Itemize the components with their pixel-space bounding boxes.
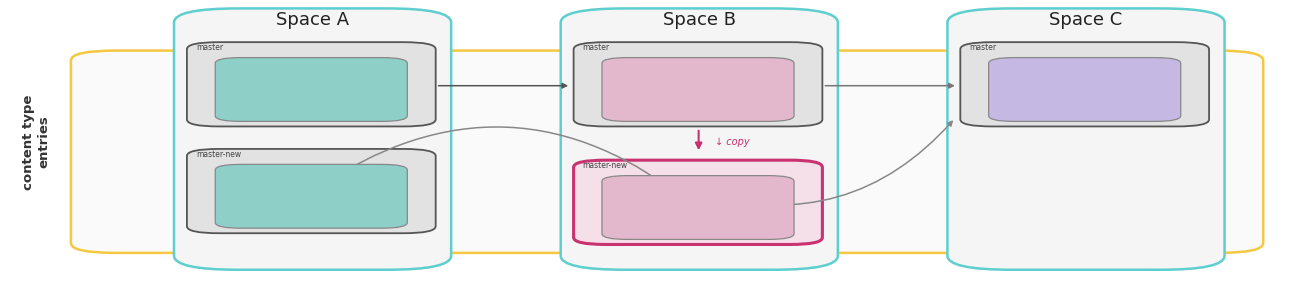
FancyBboxPatch shape (187, 149, 436, 233)
Text: ↓ copy: ↓ copy (715, 137, 750, 147)
Text: Restaurant: Restaurant (278, 190, 344, 203)
Text: master-new: master-new (583, 161, 628, 170)
FancyBboxPatch shape (71, 51, 1263, 253)
Text: Space C: Space C (1049, 11, 1123, 29)
FancyBboxPatch shape (574, 160, 822, 244)
Text: master: master (583, 43, 610, 52)
FancyBboxPatch shape (960, 42, 1209, 126)
Text: Space B: Space B (663, 11, 736, 29)
Text: master: master (969, 43, 996, 52)
Text: master: master (196, 43, 223, 52)
FancyBboxPatch shape (574, 42, 822, 126)
Text: content type
entries: content type entries (22, 94, 50, 190)
Text: Space A: Space A (276, 11, 349, 29)
FancyBboxPatch shape (187, 42, 436, 126)
Text: Dish: Dish (684, 201, 712, 214)
Text: master-new: master-new (196, 150, 241, 159)
FancyBboxPatch shape (947, 8, 1225, 270)
FancyBboxPatch shape (602, 176, 794, 239)
Text: Dish: Dish (684, 83, 712, 96)
FancyBboxPatch shape (561, 8, 838, 270)
FancyBboxPatch shape (602, 58, 794, 121)
Text: Restaurant: Restaurant (278, 83, 344, 96)
FancyBboxPatch shape (174, 8, 451, 270)
FancyBboxPatch shape (215, 58, 407, 121)
FancyBboxPatch shape (215, 164, 407, 228)
Text: Ingredient: Ingredient (1054, 83, 1115, 96)
FancyBboxPatch shape (989, 58, 1181, 121)
